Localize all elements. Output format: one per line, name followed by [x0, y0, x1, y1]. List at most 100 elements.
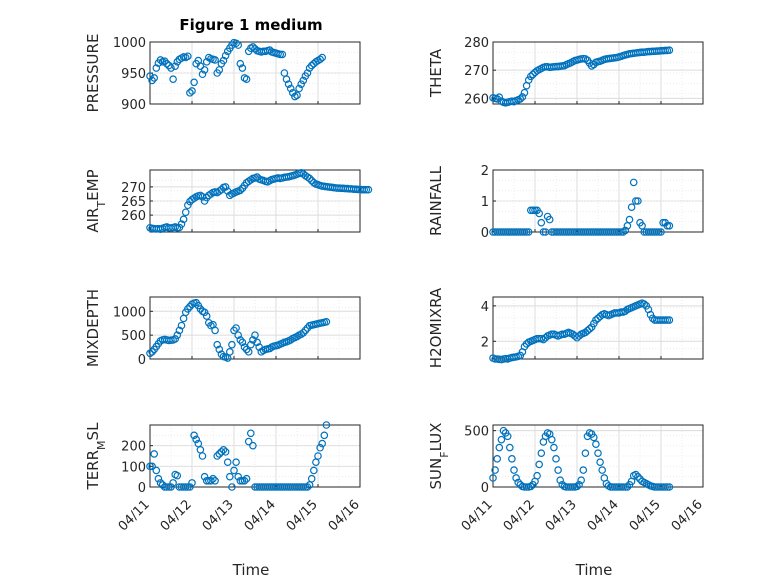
data-point — [265, 344, 274, 353]
data-point — [589, 433, 598, 442]
data-point — [665, 46, 674, 54]
data-point — [184, 201, 192, 210]
data-point — [621, 226, 630, 235]
data-point — [242, 75, 251, 84]
data-point — [146, 72, 154, 80]
data-point — [322, 317, 331, 326]
data-point — [236, 59, 245, 68]
data-point — [150, 74, 159, 82]
y-axis-label: TERRMSL — [84, 422, 108, 491]
data-point — [526, 482, 535, 491]
data-point — [499, 426, 508, 435]
subplot-mixdepth: 0 500 1000 MIXDEPTH — [84, 289, 361, 368]
data-point — [173, 331, 182, 339]
y-tick-label: 265 — [121, 195, 146, 210]
y-axis-label: MIXDEPTH — [84, 289, 102, 367]
data-point — [663, 483, 672, 491]
data-point — [148, 462, 156, 471]
data-point — [299, 328, 308, 337]
data-point — [631, 470, 640, 479]
data-point — [200, 66, 209, 74]
data-point — [226, 472, 234, 481]
axes-box — [149, 296, 361, 360]
data-point — [190, 78, 198, 87]
data-point — [322, 421, 331, 429]
data-point — [202, 312, 211, 320]
data-point — [508, 455, 516, 463]
data-point — [364, 185, 373, 194]
data-point — [598, 466, 607, 474]
data-point — [236, 186, 245, 195]
data-point — [514, 478, 523, 487]
data-point — [316, 443, 324, 452]
data-point — [257, 348, 266, 356]
data-point — [631, 197, 640, 205]
axes-box — [492, 41, 704, 105]
data-point — [663, 222, 672, 230]
data-point — [495, 443, 504, 452]
subplot-h2omixra: 2 4 H2OMIXRA — [427, 287, 704, 368]
y-tick-label: 4 — [481, 300, 489, 315]
data-point — [596, 458, 604, 467]
y-axis-label: H2OMIXRA — [427, 287, 445, 368]
data-point — [228, 340, 236, 349]
data-point — [503, 432, 512, 441]
data-point — [286, 336, 295, 344]
y-tick-label: 270 — [121, 181, 146, 196]
data-point — [150, 450, 159, 458]
data-point — [558, 480, 567, 489]
data-point — [621, 483, 630, 491]
data-point — [550, 443, 558, 452]
data-point — [493, 95, 502, 103]
data-point — [215, 345, 224, 354]
data-point — [505, 443, 514, 452]
data-point — [251, 331, 259, 339]
y-tick-label: 950 — [121, 67, 146, 82]
data-point — [146, 349, 154, 358]
data-point — [491, 466, 499, 474]
data-point — [619, 228, 628, 236]
data-point — [552, 455, 560, 463]
data-point — [188, 87, 196, 95]
data-point — [200, 308, 209, 317]
data-point — [163, 483, 171, 491]
data-point — [518, 93, 527, 101]
data-point — [568, 483, 577, 491]
y-tick-label: 270 — [464, 64, 489, 79]
data-point — [320, 431, 329, 440]
data-point — [360, 185, 369, 194]
data-point — [232, 324, 240, 332]
data-point — [276, 50, 285, 59]
data-point — [152, 466, 161, 475]
y-tick-label: 260 — [121, 209, 146, 224]
y-tick-label: 2 — [481, 335, 489, 350]
data-point — [661, 316, 670, 324]
data-point — [211, 326, 219, 335]
data-point — [156, 479, 165, 487]
data-point — [520, 88, 529, 97]
data-point — [184, 483, 192, 491]
data-point — [585, 325, 594, 333]
data-point — [301, 483, 310, 491]
data-point — [537, 218, 546, 227]
data-point — [301, 326, 310, 335]
data-point — [665, 483, 674, 491]
data-point — [186, 89, 194, 97]
axes-box — [492, 424, 704, 488]
data-point — [282, 75, 291, 84]
data-point — [640, 300, 649, 308]
data-point — [303, 483, 312, 491]
data-point — [209, 474, 217, 483]
data-point — [297, 330, 306, 339]
y-axis-label: RAINFALL — [427, 165, 445, 236]
data-point — [634, 197, 642, 205]
data-point — [516, 480, 525, 489]
data-point — [230, 326, 238, 335]
data-point — [303, 69, 312, 77]
data-point — [594, 449, 602, 457]
data-point — [240, 476, 249, 485]
data-point — [512, 474, 520, 482]
y-tick-label: 900 — [121, 98, 146, 113]
